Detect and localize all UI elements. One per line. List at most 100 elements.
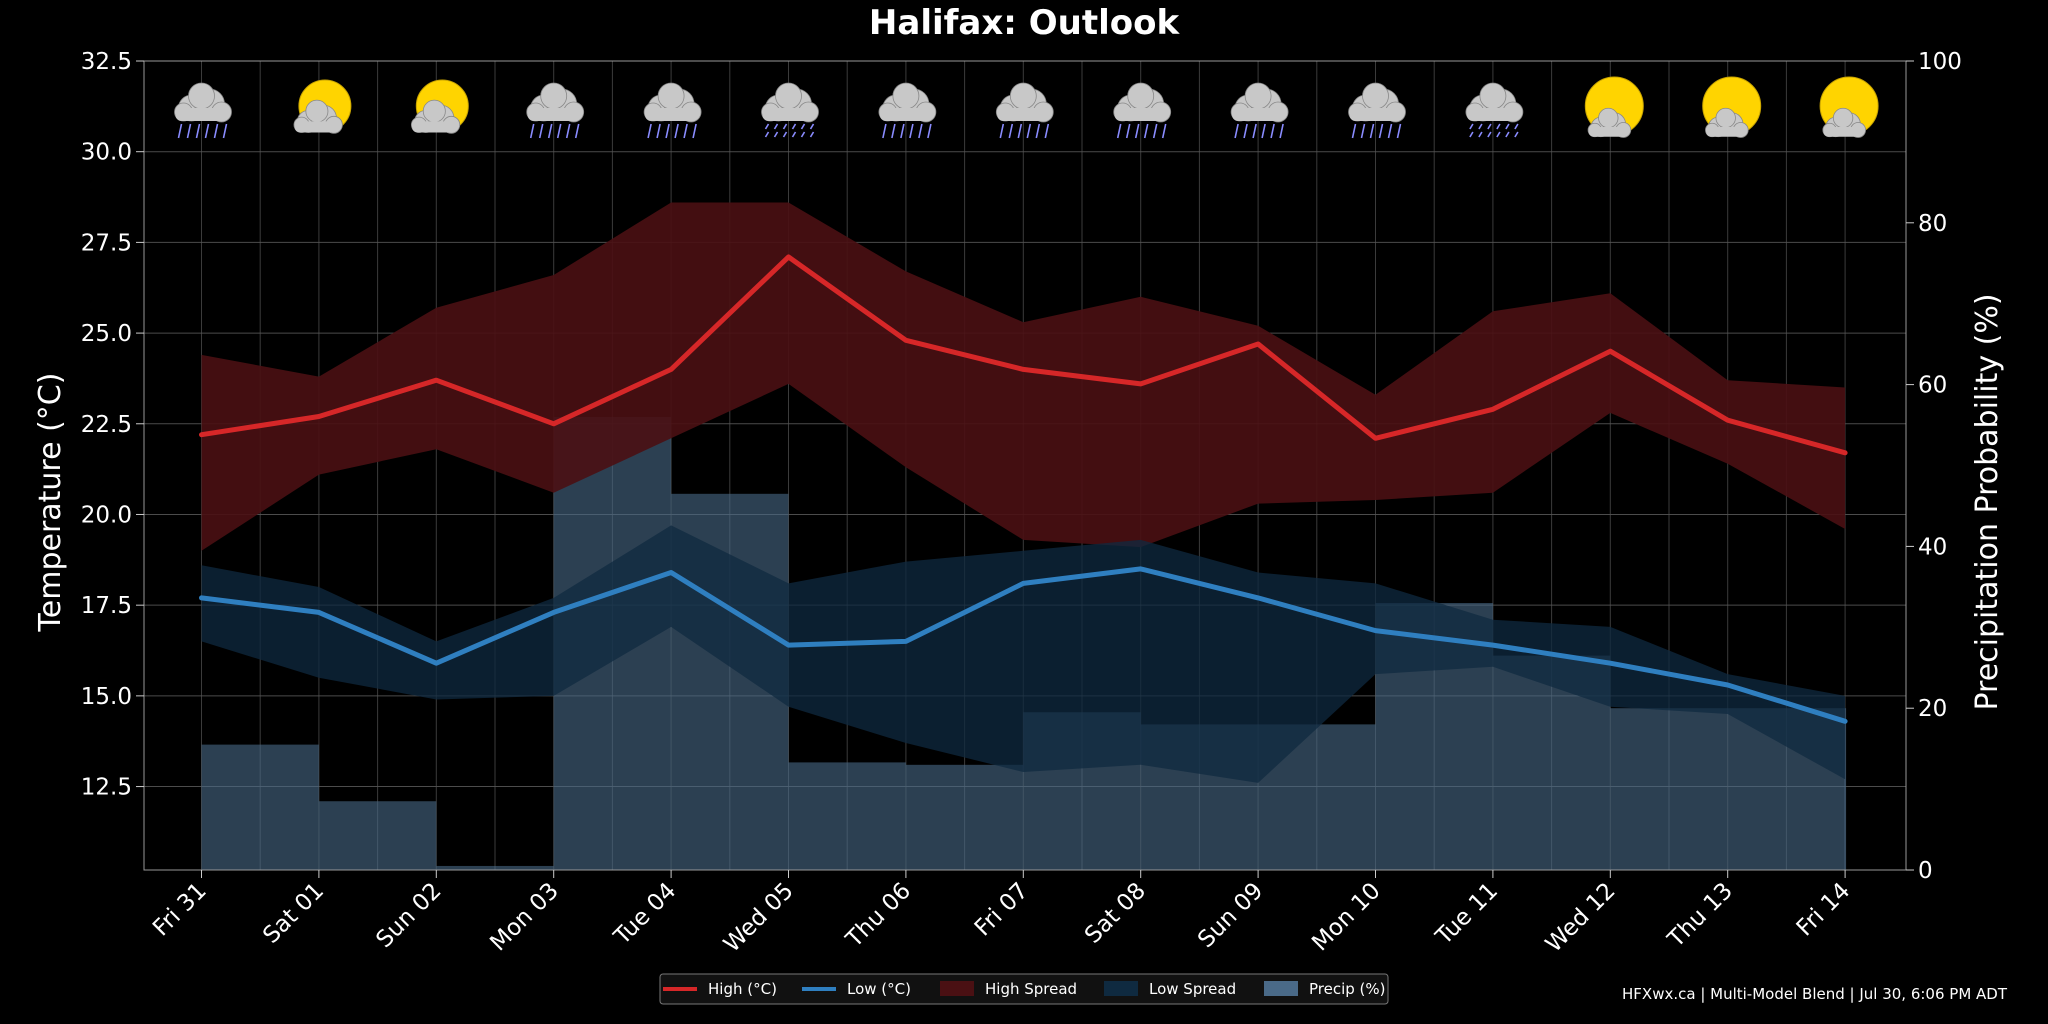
cloud-base (762, 108, 815, 121)
rain-drop (918, 123, 923, 139)
cloud-base (1349, 108, 1402, 121)
rain-drop (1505, 131, 1510, 138)
rain-drop (195, 123, 201, 139)
spread-bands (201, 202, 1846, 783)
rain-drop (764, 131, 770, 138)
rain-drop (1514, 131, 1519, 138)
rain-drop (1044, 123, 1050, 139)
legend-label-low: Low (°C) (847, 980, 911, 998)
rain-drop (1252, 123, 1257, 139)
rain-drop (809, 131, 815, 138)
rain-drop (692, 123, 697, 139)
rain-drop (1143, 123, 1149, 139)
cloud-base (175, 108, 228, 121)
rain-drop (222, 123, 228, 139)
rain-icon (1230, 82, 1289, 139)
rain-drop (1017, 123, 1023, 139)
y-tick-label: 27.5 (81, 230, 132, 256)
cloud-puff (1598, 107, 1619, 129)
rain-drop (1279, 123, 1284, 139)
precip-bar (436, 865, 554, 870)
rain-drop (186, 123, 192, 139)
cloud-puff (1715, 107, 1736, 129)
cloud-puff (775, 82, 802, 110)
rain-drop (909, 123, 914, 139)
y-tick-label: 32.5 (81, 49, 132, 75)
rain-icon (643, 82, 702, 139)
rain-drop (674, 123, 679, 139)
cloud-base (997, 108, 1050, 121)
cloud-puff (1479, 82, 1507, 110)
heavy-rain-icon (761, 82, 819, 138)
rain-drop (1243, 123, 1248, 139)
rain-drop (791, 123, 797, 130)
rain-drop (1487, 131, 1492, 138)
credit-text: HFXwx.ca | Multi-Model Blend | Jul 30, 6… (1622, 985, 2008, 1003)
rain-drop (1369, 123, 1375, 139)
rain-drop (900, 123, 905, 139)
rain-drop (764, 123, 770, 130)
rain-drop (1116, 123, 1122, 139)
y-tick-label: 20.0 (81, 502, 132, 528)
rain-drop (1387, 123, 1393, 139)
low-spread-band (201, 525, 1846, 783)
rain-icon (174, 82, 232, 139)
precip-bar (1610, 708, 1728, 870)
rain-drop (656, 123, 661, 139)
rain-drop (891, 123, 896, 139)
y-tick-label: 17.5 (81, 593, 132, 619)
high-temp-line (199, 254, 1848, 456)
weather-icons (174, 76, 1879, 139)
cloud-base (1823, 127, 1863, 137)
y2-tick-label: 40 (1918, 534, 1947, 560)
legend-swatch-low-spread (1104, 981, 1138, 996)
rain-drop (1351, 123, 1357, 139)
cloud-puff (188, 82, 215, 110)
rain-drop (999, 123, 1005, 139)
y-tick-label: 12.5 (81, 775, 132, 801)
rain-drop (1496, 131, 1501, 138)
legend: High (°C) Low (°C) High Spread Low Sprea… (659, 973, 1389, 1005)
rain-drop (1008, 123, 1014, 139)
partly-cloudy-icon (293, 79, 352, 134)
cloud-base (1588, 127, 1628, 137)
rain-drop (574, 123, 580, 139)
precip-bar (201, 744, 319, 870)
rain-drop (665, 123, 670, 139)
rain-drop (1360, 123, 1366, 139)
rain-drop (1487, 123, 1492, 130)
rain-drop (529, 123, 535, 139)
rain-drop (1026, 123, 1032, 139)
partly-sunny-icon (1584, 76, 1644, 138)
rain-icon (995, 82, 1054, 139)
y2-tick-label: 20 (1918, 696, 1947, 722)
rain-drop (1261, 123, 1266, 139)
cloud-puff (657, 82, 685, 110)
rain-drop (177, 123, 183, 139)
cloud-puff (1244, 82, 1272, 110)
rain-drop (683, 123, 688, 139)
legend-label-high-spread: High Spread (985, 980, 1077, 998)
plot-frame (143, 60, 1907, 871)
y2-tick-label: 100 (1918, 49, 1962, 75)
rain-drop (556, 123, 562, 139)
cloud-puff (892, 82, 920, 110)
rain-drop (1152, 123, 1158, 139)
cloud-puff (305, 99, 329, 123)
rain-drop (1514, 123, 1519, 130)
cloud-base (1706, 127, 1746, 137)
cloud-base (879, 108, 932, 121)
rain-drop (1478, 123, 1483, 130)
rain-drop (1378, 123, 1384, 139)
y-tick-label: 22.5 (81, 412, 132, 438)
rain-icon (1348, 82, 1406, 139)
rain-icon (1113, 82, 1172, 139)
y2-tick-label: 80 (1918, 211, 1947, 237)
partly-cloudy-icon (410, 79, 469, 134)
rain-drop (213, 123, 219, 139)
precip-bar (318, 801, 437, 870)
rain-icon (878, 82, 937, 139)
rain-drop (547, 123, 553, 139)
cloud-puff (1009, 82, 1037, 110)
